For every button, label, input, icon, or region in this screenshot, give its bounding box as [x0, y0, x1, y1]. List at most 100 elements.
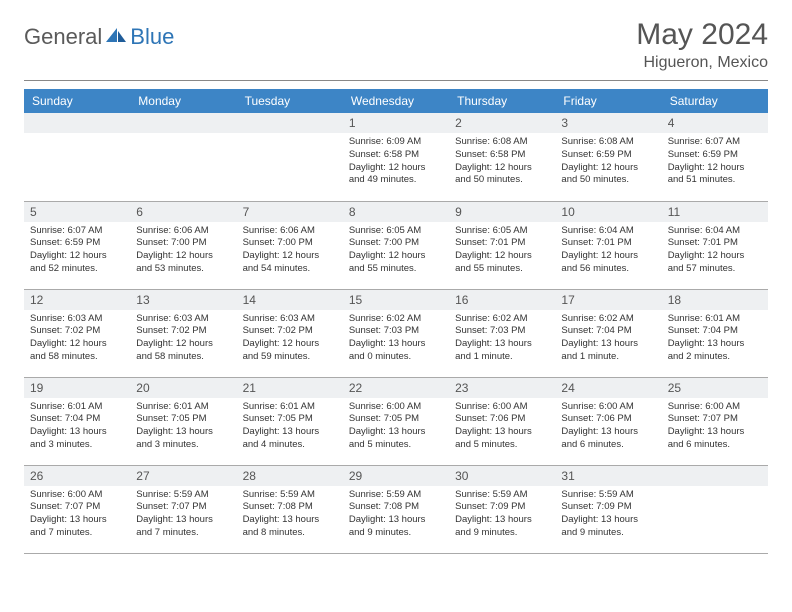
daylight-line: Daylight: 12 hours and 52 minutes.	[30, 250, 124, 276]
sunrise-line: Sunrise: 6:00 AM	[668, 401, 762, 414]
sunset-line: Sunset: 7:07 PM	[136, 501, 230, 514]
day-cell: 9Sunrise: 6:05 AMSunset: 7:01 PMDaylight…	[449, 201, 555, 289]
sunrise-line: Sunrise: 6:00 AM	[30, 489, 124, 502]
sunrise-value: 5:59 AM	[174, 489, 209, 500]
day-cell: 14Sunrise: 6:03 AMSunset: 7:02 PMDayligh…	[237, 289, 343, 377]
daylight-line: Daylight: 13 hours and 9 minutes.	[561, 514, 655, 540]
daylight-line: Daylight: 12 hours and 50 minutes.	[455, 162, 549, 188]
sunset-value: 7:02 PM	[277, 325, 312, 336]
sunrise-value: 6:03 AM	[280, 313, 315, 324]
sunset-value: 7:02 PM	[65, 325, 100, 336]
daylight-value: 13 hours and 7 minutes.	[30, 514, 107, 538]
sunset-line: Sunset: 6:58 PM	[455, 149, 549, 162]
day-details: Sunrise: 6:00 AMSunset: 7:06 PMDaylight:…	[449, 398, 555, 456]
sunset-line: Sunset: 7:01 PM	[668, 237, 762, 250]
sunrise-value: 6:01 AM	[68, 401, 103, 412]
week-row: 19Sunrise: 6:01 AMSunset: 7:04 PMDayligh…	[24, 377, 768, 465]
day-details: Sunrise: 6:01 AMSunset: 7:05 PMDaylight:…	[237, 398, 343, 456]
sunset-line: Sunset: 7:02 PM	[243, 325, 337, 338]
daylight-line: Daylight: 12 hours and 53 minutes.	[136, 250, 230, 276]
logo: General Blue	[24, 18, 174, 50]
day-number: 12	[24, 290, 130, 310]
day-number: 27	[130, 466, 236, 486]
daylight-line: Daylight: 12 hours and 59 minutes.	[243, 338, 337, 364]
daylight-value: 12 hours and 55 minutes.	[349, 250, 426, 274]
calendar-table: Sunday Monday Tuesday Wednesday Thursday…	[24, 89, 768, 554]
daylight-value: 13 hours and 9 minutes.	[561, 514, 638, 538]
day-cell	[237, 113, 343, 201]
day-cell: 3Sunrise: 6:08 AMSunset: 6:59 PMDaylight…	[555, 113, 661, 201]
daylight-line: Daylight: 13 hours and 3 minutes.	[30, 426, 124, 452]
day-number: 11	[662, 202, 768, 222]
sunset-line: Sunset: 7:04 PM	[561, 325, 655, 338]
sunrise-line: Sunrise: 6:04 AM	[668, 225, 762, 238]
sunrise-line: Sunrise: 5:59 AM	[243, 489, 337, 502]
day-details: Sunrise: 5:59 AMSunset: 7:08 PMDaylight:…	[237, 486, 343, 544]
daylight-value: 12 hours and 49 minutes.	[349, 162, 426, 186]
sunset-value: 6:59 PM	[65, 237, 100, 248]
day-number: 6	[130, 202, 236, 222]
sunrise-line: Sunrise: 6:01 AM	[136, 401, 230, 414]
day-number: 19	[24, 378, 130, 398]
daylight-value: 13 hours and 9 minutes.	[349, 514, 426, 538]
sunset-value: 7:05 PM	[384, 413, 419, 424]
day-details: Sunrise: 6:04 AMSunset: 7:01 PMDaylight:…	[662, 222, 768, 280]
day-cell	[130, 113, 236, 201]
week-row: 1Sunrise: 6:09 AMSunset: 6:58 PMDaylight…	[24, 113, 768, 201]
day-cell: 8Sunrise: 6:05 AMSunset: 7:00 PMDaylight…	[343, 201, 449, 289]
sunset-line: Sunset: 7:08 PM	[243, 501, 337, 514]
daylight-value: 13 hours and 5 minutes.	[455, 426, 532, 450]
daylight-value: 13 hours and 1 minute.	[561, 338, 638, 362]
weekday-header: Friday	[555, 89, 661, 113]
sunrise-value: 6:05 AM	[386, 225, 421, 236]
sunrise-value: 6:00 AM	[386, 401, 421, 412]
sunrise-value: 6:01 AM	[280, 401, 315, 412]
sunrise-value: 6:07 AM	[705, 136, 740, 147]
daylight-line: Daylight: 13 hours and 0 minutes.	[349, 338, 443, 364]
daylight-value: 12 hours and 51 minutes.	[668, 162, 745, 186]
empty-day-header	[130, 113, 236, 133]
daylight-value: 12 hours and 59 minutes.	[243, 338, 320, 362]
day-details: Sunrise: 6:06 AMSunset: 7:00 PMDaylight:…	[237, 222, 343, 280]
day-number: 31	[555, 466, 661, 486]
sunset-value: 7:00 PM	[384, 237, 419, 248]
sunset-value: 7:03 PM	[490, 325, 525, 336]
sunset-value: 7:04 PM	[65, 413, 100, 424]
sunset-value: 7:08 PM	[384, 501, 419, 512]
sunset-value: 7:01 PM	[490, 237, 525, 248]
sunset-value: 7:00 PM	[171, 237, 206, 248]
sunset-line: Sunset: 7:04 PM	[668, 325, 762, 338]
day-number: 28	[237, 466, 343, 486]
daylight-line: Daylight: 12 hours and 49 minutes.	[349, 162, 443, 188]
day-number: 24	[555, 378, 661, 398]
day-number: 17	[555, 290, 661, 310]
sunrise-line: Sunrise: 6:06 AM	[136, 225, 230, 238]
weekday-header: Sunday	[24, 89, 130, 113]
weekday-header-row: Sunday Monday Tuesday Wednesday Thursday…	[24, 89, 768, 113]
sunrise-line: Sunrise: 6:08 AM	[455, 136, 549, 149]
sunset-line: Sunset: 7:09 PM	[455, 501, 549, 514]
day-cell: 5Sunrise: 6:07 AMSunset: 6:59 PMDaylight…	[24, 201, 130, 289]
daylight-line: Daylight: 12 hours and 54 minutes.	[243, 250, 337, 276]
daylight-value: 13 hours and 3 minutes.	[136, 426, 213, 450]
daylight-line: Daylight: 12 hours and 58 minutes.	[30, 338, 124, 364]
sunrise-line: Sunrise: 6:01 AM	[30, 401, 124, 414]
sunset-line: Sunset: 7:08 PM	[349, 501, 443, 514]
day-number: 23	[449, 378, 555, 398]
day-cell: 26Sunrise: 6:00 AMSunset: 7:07 PMDayligh…	[24, 465, 130, 553]
sunrise-line: Sunrise: 5:59 AM	[136, 489, 230, 502]
logo-text-blue: Blue	[130, 24, 174, 50]
day-details: Sunrise: 6:04 AMSunset: 7:01 PMDaylight:…	[555, 222, 661, 280]
empty-day-header	[24, 113, 130, 133]
location: Higueron, Mexico	[636, 54, 768, 72]
sunset-line: Sunset: 7:04 PM	[30, 413, 124, 426]
sunrise-line: Sunrise: 6:02 AM	[455, 313, 549, 326]
day-details: Sunrise: 6:00 AMSunset: 7:07 PMDaylight:…	[24, 486, 130, 544]
sunrise-line: Sunrise: 5:59 AM	[455, 489, 549, 502]
sunset-line: Sunset: 7:00 PM	[136, 237, 230, 250]
sunrise-value: 6:08 AM	[599, 136, 634, 147]
sunset-value: 7:03 PM	[384, 325, 419, 336]
logo-sail-icon	[106, 26, 128, 49]
day-details: Sunrise: 6:02 AMSunset: 7:03 PMDaylight:…	[343, 310, 449, 368]
title-block: May 2024 Higueron, Mexico	[636, 18, 768, 72]
